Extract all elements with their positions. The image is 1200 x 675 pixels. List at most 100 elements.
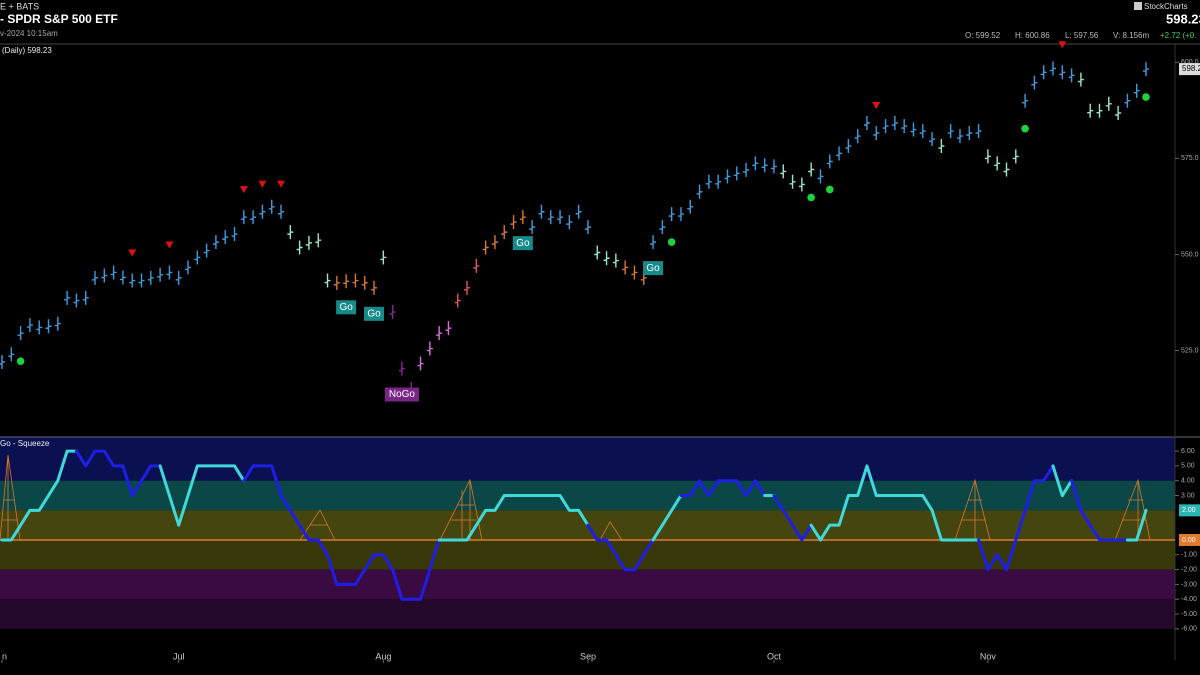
price-bar (287, 225, 294, 240)
price-bar (157, 267, 164, 282)
annotation-box (364, 306, 385, 321)
connector (158, 464, 171, 498)
price-bar (733, 166, 740, 181)
price-bar (1059, 65, 1066, 80)
oscillator-line (167, 464, 246, 527)
price-bar (185, 260, 192, 275)
price-bar (956, 129, 963, 144)
oscillator-line (781, 508, 813, 542)
price-bar (873, 125, 880, 140)
price-bar (752, 156, 759, 171)
price-bar (212, 235, 219, 250)
sell-signal (872, 101, 881, 109)
oscillator-title: Go - Squeeze (0, 439, 50, 448)
price-bar (668, 207, 675, 222)
connector (772, 494, 785, 512)
oscillator-line (595, 538, 655, 572)
oscillator-line (1079, 508, 1129, 542)
price-bar (975, 124, 982, 139)
oscillator-zones (0, 437, 1175, 629)
price-bar (501, 225, 508, 240)
price-bar (1003, 162, 1010, 177)
annotation-box (512, 236, 533, 251)
price-bar (110, 265, 117, 280)
exchange: E + BATS (0, 1, 39, 11)
x-tick-label: Nov (980, 651, 997, 661)
y-tick-label: 5.00 (1181, 463, 1195, 470)
price-bar (705, 174, 712, 189)
y-tick-label: 525.0 (1181, 347, 1199, 354)
price-bar (1031, 75, 1038, 90)
price-bar (845, 139, 852, 154)
price-bar (659, 220, 666, 235)
price-bar (929, 132, 936, 147)
price-bar (761, 158, 768, 173)
price-bar (361, 275, 368, 290)
price-bar (54, 316, 61, 331)
price-bar (398, 361, 405, 376)
price-bar (417, 356, 424, 371)
price-bar (519, 210, 526, 225)
price-bar (938, 139, 945, 154)
price-bar (715, 174, 722, 189)
price-bar (26, 318, 33, 333)
price-bar (510, 215, 517, 230)
price-bar (36, 320, 43, 335)
connector (1070, 479, 1083, 512)
annotation-box (643, 261, 664, 276)
price-bar (119, 270, 126, 285)
price-bar (696, 184, 703, 199)
connector (74, 449, 88, 468)
connector (809, 523, 822, 542)
price-bar (259, 204, 266, 219)
annotation-label: NoGo (389, 389, 416, 400)
price-bar (984, 149, 991, 164)
oscillator-line (660, 494, 683, 527)
price-bar (315, 233, 322, 248)
price-bar (389, 305, 396, 320)
oscillator-line (688, 479, 767, 498)
last-price-box (1179, 63, 1200, 76)
price-bar (854, 129, 861, 144)
zero-label: 0.00 (1182, 537, 1196, 544)
x-tick-label: Jul (173, 651, 185, 661)
price-bar (305, 235, 312, 250)
price-bar (203, 243, 210, 258)
price-bar (231, 227, 238, 242)
price-bar (240, 210, 247, 225)
price-bar (0, 354, 5, 369)
annotation-label: Go (339, 302, 353, 313)
zero-box (1179, 533, 1200, 546)
timestamp: v-2024 10:15am (0, 29, 58, 38)
y-tick-label: -4.00 (1181, 596, 1197, 603)
brand: StockCharts (1144, 2, 1188, 11)
sell-signal (277, 180, 286, 188)
price-bar (901, 119, 908, 134)
zone (0, 480, 1175, 511)
annotation-label: Go (516, 238, 530, 249)
price-bar (8, 347, 15, 362)
x-tick-label: Aug (375, 651, 391, 661)
y-tick-label: 575.0 (1181, 155, 1199, 162)
price-bar (594, 245, 601, 260)
price-bar (426, 341, 433, 356)
low: L: 597.56 (1065, 31, 1099, 40)
connector (651, 523, 664, 542)
price-bar (333, 275, 340, 290)
annotation-box (384, 387, 419, 402)
symbol-name: - SPDR S&P 500 ETF (0, 12, 118, 26)
oscillator-line (0, 449, 78, 542)
zone (0, 599, 1175, 629)
y-tick-label: 3.00 (1181, 492, 1195, 499)
price-bar (622, 260, 629, 275)
annotation-box (336, 300, 357, 315)
oscillator-line (818, 464, 981, 542)
price-bar (464, 280, 471, 295)
y-tick-label: -5.00 (1181, 611, 1197, 618)
price-bar (129, 273, 136, 288)
price-bar (324, 273, 331, 288)
price-bar (194, 250, 201, 265)
price-bar (677, 207, 684, 222)
current-box (1179, 504, 1200, 517)
price-bar (557, 210, 564, 225)
